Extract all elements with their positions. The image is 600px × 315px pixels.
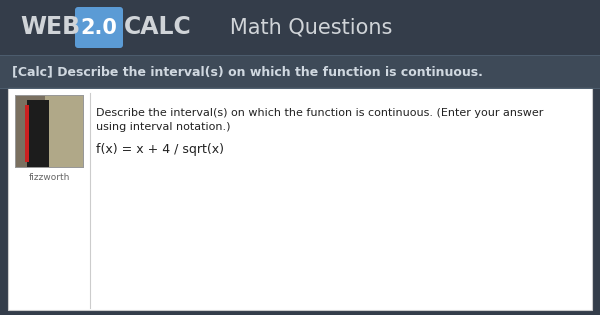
Bar bbox=[8, 88, 592, 310]
Text: WEB: WEB bbox=[20, 15, 80, 39]
Text: [Calc] Describe the interval(s) on which the function is continuous.: [Calc] Describe the interval(s) on which… bbox=[12, 65, 483, 78]
Bar bbox=[15, 95, 83, 167]
Text: 2.0: 2.0 bbox=[80, 18, 118, 37]
Bar bbox=[45, 95, 83, 167]
Text: using interval notation.): using interval notation.) bbox=[96, 122, 230, 132]
FancyBboxPatch shape bbox=[75, 7, 123, 48]
Text: f(x) = x + 4 / sqrt(x): f(x) = x + 4 / sqrt(x) bbox=[96, 143, 224, 156]
Text: Describe the interval(s) on which the function is continuous. (Enter your answer: Describe the interval(s) on which the fu… bbox=[96, 108, 544, 118]
Bar bbox=[15, 95, 83, 167]
Text: fizzworth: fizzworth bbox=[28, 173, 70, 181]
Bar bbox=[0, 55, 600, 88]
Bar bbox=[25, 105, 29, 162]
Text: CALC: CALC bbox=[124, 15, 192, 39]
Bar bbox=[0, 0, 600, 55]
Text: Math Questions: Math Questions bbox=[210, 18, 392, 37]
Bar bbox=[27, 100, 49, 167]
